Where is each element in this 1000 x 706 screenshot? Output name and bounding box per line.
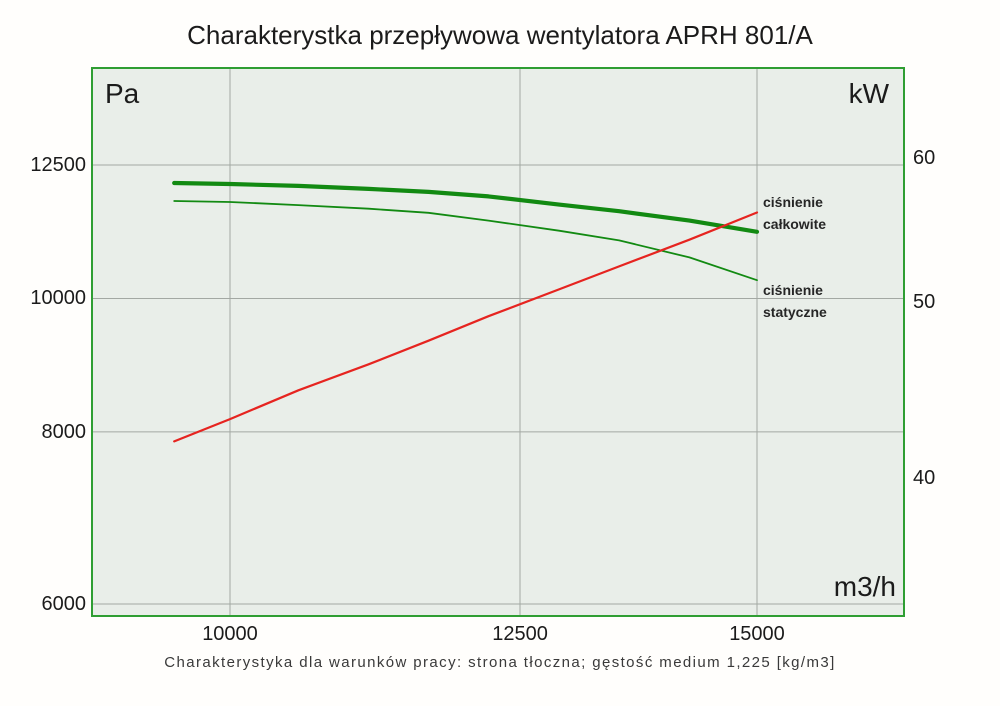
label-line: ciśnienie <box>763 282 823 298</box>
chart-title: Charakterystka przepływowa wentylatora A… <box>187 20 813 50</box>
footer-note: Charakterystyka dla warunków pracy: stro… <box>164 654 836 671</box>
y-left-tick-label: 8000 <box>41 420 87 443</box>
label-cisnienie-calkowite: ciśnienie całkowite <box>763 191 826 235</box>
y-left-tick-label: 12500 <box>30 154 86 176</box>
y-left-tick-label: 10000 <box>30 287 86 310</box>
y-right-axis-unit: kW <box>848 78 889 109</box>
x-tick-label: 12500 <box>492 623 548 645</box>
y-left-tick-label: 6000 <box>41 593 87 615</box>
y-right-tick-label: 60 <box>913 147 936 169</box>
label-line: całkowite <box>763 216 827 232</box>
x-tick-label: 15000 <box>729 623 785 645</box>
label-line: statyczne <box>763 304 827 320</box>
x-tick-label: 10000 <box>202 623 258 645</box>
x-axis-unit: m3/h <box>833 571 896 602</box>
label-cisnienie-statyczne: ciśnienie statyczne <box>763 279 827 323</box>
y-left-axis-unit: Pa <box>105 78 140 109</box>
y-right-tick-label: 40 <box>913 467 936 489</box>
plot-area: Pa kW m3/h ciśnienie całkowite ciśnienie… <box>91 67 905 617</box>
y-right-tick-label: 50 <box>913 290 936 313</box>
chart-canvas <box>93 69 903 615</box>
label-line: ciśnienie <box>763 194 823 210</box>
